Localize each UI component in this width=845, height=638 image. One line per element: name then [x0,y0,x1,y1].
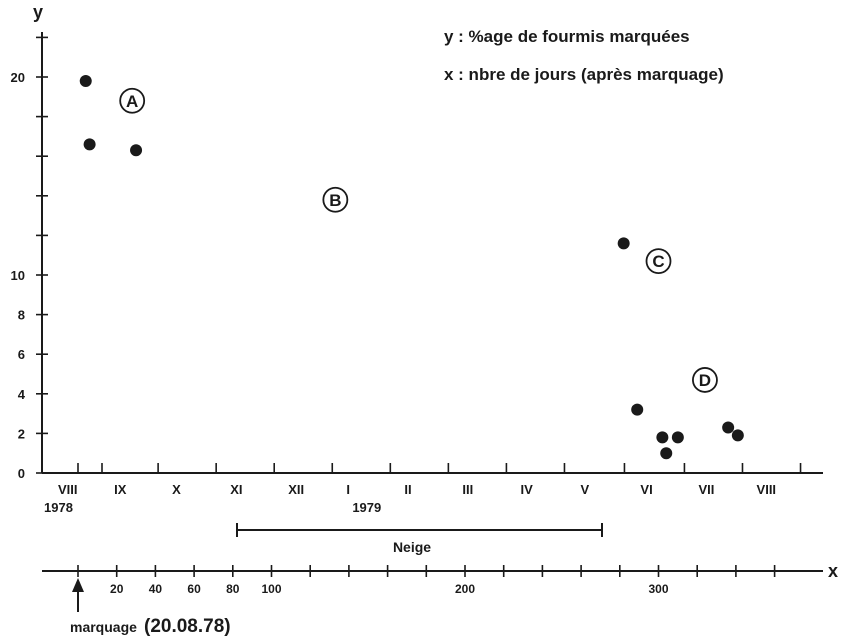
data-point [631,403,644,416]
snow-label: Neige [393,539,431,555]
month-label: III [462,482,473,497]
y-ticks: 0 2 4 6 8 10 20 [11,36,48,481]
month-label: I [346,482,350,497]
legend-y: y : %age de fourmis marquées [444,27,690,46]
marking-date: (20.08.78) [144,616,231,637]
day-tick-label: 20 [110,582,124,596]
region-circle [322,186,349,213]
y-tick-label: 20 [11,70,25,85]
y-axis-letter: y [33,2,43,22]
day-tick-label: 100 [261,582,281,596]
y-tick-label: 0 [18,466,25,481]
marking-label: marquage [70,619,137,635]
month-label: X [172,482,181,497]
day-ticks: 20 40 60 80 100 200 300 [77,565,776,596]
data-point [671,431,684,444]
year-label: 1978 [44,500,73,515]
region-label: C [652,252,664,271]
data-point [617,237,630,250]
day-tick-label: 40 [149,582,163,596]
month-label: V [580,482,589,497]
region-circle [645,248,672,275]
y-tick-label: 4 [18,387,26,402]
month-label: II [404,482,411,497]
marking-arrow-head [72,578,84,592]
month-label: VIII [757,482,777,497]
month-label: XI [230,482,242,497]
legend-x: x : nbre de jours (après marquage) [444,65,724,84]
day-tick-label: 200 [455,582,475,596]
month-label: VII [698,482,714,497]
month-label: XII [288,482,304,497]
region-label: D [699,371,711,390]
data-point [83,138,96,151]
month-label: VI [640,482,652,497]
data-point [731,429,744,442]
y-tick-label: 2 [18,426,25,441]
region-label: A [126,92,138,111]
y-tick-label: 8 [18,308,25,323]
day-tick-label: 300 [648,582,668,596]
data-point [722,421,735,434]
data-points [79,74,744,460]
month-label: IV [520,482,533,497]
data-point [130,144,143,157]
region-labels: A B C D [119,87,718,393]
x-axis-letter: x [828,561,838,581]
region-circle [692,367,718,393]
year-label: 1979 [352,500,381,515]
region-circle [119,87,146,114]
data-point [656,431,669,444]
month-label: VIII [58,482,78,497]
day-tick-label: 60 [187,582,201,596]
day-tick-label: 80 [226,582,240,596]
month-label: IX [114,482,127,497]
y-tick-label: 6 [18,347,25,362]
data-point [660,447,673,460]
y-tick-label: 10 [11,268,25,283]
region-label: B [329,191,341,210]
data-point [79,74,92,87]
